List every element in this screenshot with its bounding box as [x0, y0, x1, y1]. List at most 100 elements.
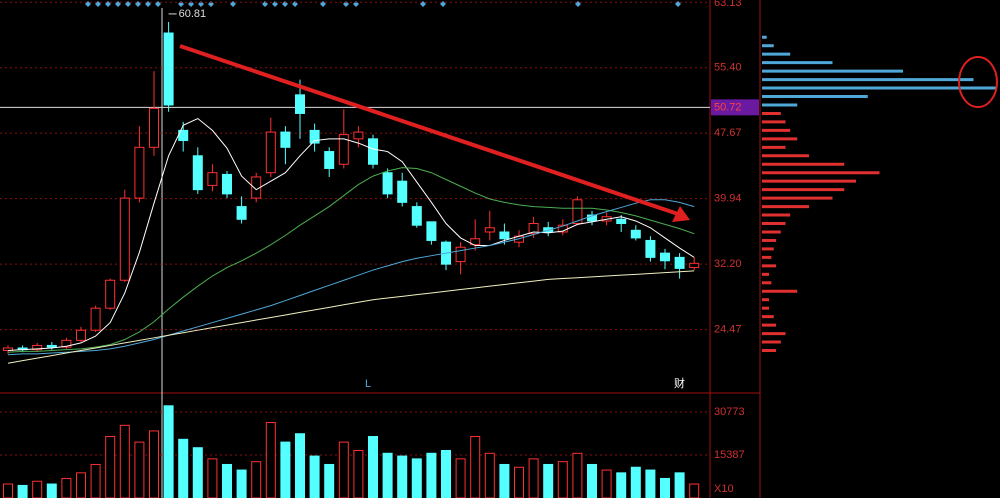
candle-body [222, 173, 232, 195]
crosshair-label-bg [711, 99, 759, 116]
volume-bar [616, 472, 627, 498]
volume-bar [90, 463, 101, 498]
volume-bar [353, 449, 364, 498]
candle-body [587, 214, 597, 222]
candle-body [470, 238, 481, 246]
volume-bar [514, 466, 524, 498]
volume-bar [265, 422, 276, 498]
volume-bar [674, 472, 685, 498]
volume-bar [368, 436, 378, 498]
crosshair-label: 50.72 [714, 101, 742, 113]
candle-body [265, 131, 276, 174]
volume-bar [178, 438, 189, 498]
candle-body [280, 131, 291, 148]
candle-body [426, 221, 437, 241]
candle-body [499, 231, 510, 240]
trend-arrow [179, 44, 679, 216]
volume-bar [630, 466, 641, 498]
volume-bar [324, 463, 335, 498]
max-price-label: 60.81 [179, 8, 207, 20]
candle-body [105, 279, 116, 309]
volume-bar [689, 483, 700, 498]
candle-body [645, 239, 656, 258]
y-tick-label: 55.40 [714, 62, 742, 74]
candle-body [324, 151, 335, 169]
volume-bar [338, 441, 349, 498]
y-tick-label: 24.47 [714, 324, 742, 336]
candle-body [660, 252, 670, 262]
volume-bar [309, 455, 320, 498]
volume-bar [76, 472, 86, 498]
volume-bar [134, 441, 145, 498]
event-marker: L [365, 378, 371, 390]
volume-bar [587, 463, 597, 498]
volume-bar [105, 436, 116, 498]
volume-bar [251, 461, 262, 498]
volume-bar [484, 452, 495, 498]
candle-body [382, 172, 393, 195]
volume-bar [411, 458, 422, 498]
candle-body [61, 339, 72, 348]
volume-bar [192, 447, 203, 498]
moving-average [7, 167, 695, 353]
candle-body [236, 206, 247, 220]
candle-body [674, 256, 685, 269]
volume-bar [119, 424, 130, 498]
volume-bar [207, 458, 218, 498]
candle-body [32, 344, 43, 351]
candle-body [192, 155, 203, 191]
candle-body [46, 344, 57, 348]
signal-dots [85, 1, 681, 7]
candle-body [689, 262, 700, 269]
candle-body [295, 94, 305, 114]
y-tick-label: 63.13 [714, 0, 742, 9]
candle-body [397, 180, 408, 203]
volume-bar [222, 463, 232, 498]
volume-bar [46, 483, 57, 498]
y-tick-label: 47.67 [714, 127, 742, 139]
volume-bar [426, 452, 437, 498]
moving-average [7, 270, 695, 364]
trend-arrow-head [672, 206, 690, 222]
candle-body [76, 329, 86, 341]
volume-bar [61, 477, 72, 498]
volume-bar [528, 458, 539, 498]
candle-body [149, 107, 159, 148]
volume-bar [382, 452, 393, 498]
y-tick-label: 30773 [714, 406, 745, 418]
volume-bar [3, 483, 13, 498]
event-marker: 财 [674, 376, 685, 390]
candle-body [616, 218, 627, 225]
volume-bar [397, 455, 408, 498]
candle-body [207, 172, 218, 186]
volume-bar [572, 452, 583, 498]
volume-bar [557, 461, 568, 498]
candle-body [630, 229, 641, 239]
moving-average [7, 199, 695, 356]
candle-body [338, 134, 349, 165]
volume-bar [441, 449, 451, 498]
y-tick-label: 39.94 [714, 193, 742, 205]
candle-body [90, 307, 101, 331]
volume-bar [455, 458, 466, 498]
volume-bar [17, 484, 28, 498]
highlight-circle [958, 56, 998, 108]
candle-body [455, 246, 466, 263]
volume-bar [236, 469, 247, 498]
y-tick-label: 15387 [714, 449, 745, 461]
volume-bar [163, 405, 174, 498]
candle-body [411, 206, 422, 226]
candle-body [163, 32, 174, 106]
volume-bar [543, 463, 554, 498]
candle-body [368, 138, 378, 165]
moving-average [7, 117, 695, 352]
volume-bar [601, 469, 612, 498]
volume-bar [660, 477, 670, 498]
y-tick-label: 32.20 [714, 258, 742, 270]
volume-bar [499, 463, 510, 498]
candle-body [484, 227, 495, 233]
volume-bar [470, 436, 481, 498]
